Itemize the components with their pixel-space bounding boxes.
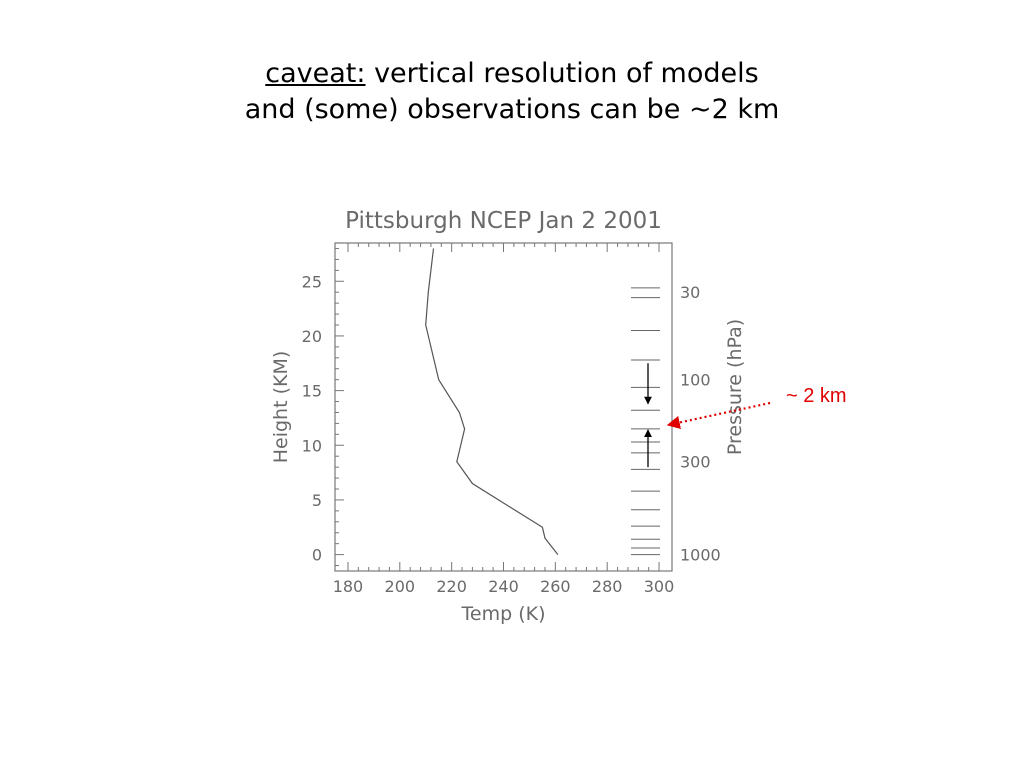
slide-title: caveat: vertical resolution of models an… [0, 56, 1024, 128]
x-axis-label: Temp (K) [461, 603, 546, 625]
y-axis-label: Height (KM) [270, 351, 292, 464]
caveat-label: caveat: [265, 58, 366, 89]
x-tick-label: 180 [333, 577, 364, 596]
y-tick-label: 20 [302, 327, 322, 346]
annotation-label: ~ 2 km [786, 385, 847, 407]
x-tick-label: 280 [592, 577, 623, 596]
x-tick-label: 220 [436, 577, 467, 596]
plot-frame [334, 242, 673, 572]
x-tick-label: 200 [385, 577, 416, 596]
title-line-1: caveat: vertical resolution of models [0, 56, 1024, 92]
title-line-2: and (some) observations can be ~2 km [244, 94, 780, 125]
pressure-tick-label: 100 [680, 371, 711, 390]
y-tick-label: 0 [312, 546, 322, 565]
y-tick-label: 10 [302, 436, 322, 455]
temperature-profile-line [425, 248, 559, 555]
right-axis-label: Pressure (hPa) [724, 319, 746, 455]
y-tick-label: 5 [312, 491, 322, 510]
chart-title: Pittsburgh NCEP Jan 2 2001 [345, 208, 662, 234]
x-tick-label: 300 [644, 577, 675, 596]
pressure-tick-label: 30 [680, 283, 700, 302]
y-tick-label: 15 [302, 382, 322, 401]
x-tick-label: 240 [488, 577, 519, 596]
pressure-tick-label: 1000 [680, 546, 721, 565]
x-tick-label: 260 [540, 577, 571, 596]
pressure-tick-label: 300 [680, 453, 711, 472]
annotation-pointer-arrow [666, 401, 771, 429]
y-tick-label: 25 [302, 272, 322, 291]
title-line-1-text: vertical resolution of models [365, 58, 759, 89]
